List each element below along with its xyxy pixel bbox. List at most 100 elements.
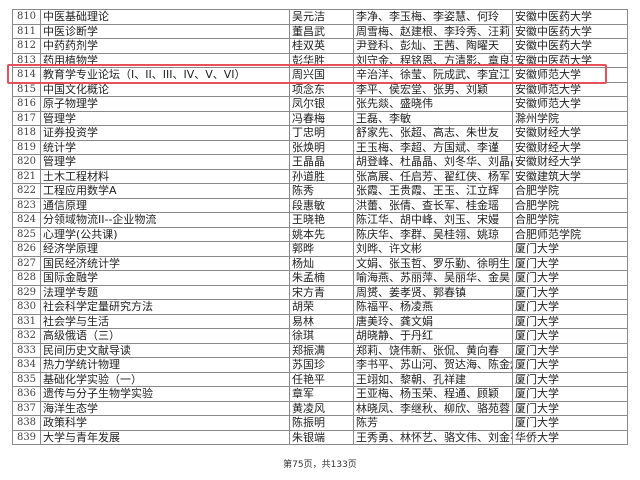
lead-teacher: 董昌武 [289,23,354,39]
university: 厦门大学 [512,371,628,387]
team-members: 李净、李玉梅、李姿慧、何玲 [353,9,513,25]
lead-teacher: 胡荣 [289,299,354,315]
university: 安徽建筑大学 [512,168,628,184]
university: 厦门大学 [512,313,628,329]
row-number: 821 [12,168,41,184]
table-row: 812 中药药剂学 桂双英 尹登科、彭灿、王茜、陶曜天 安徽中医药大学 [12,38,628,54]
table-row: 811 中医诊断学 董昌武 周雪梅、赵建根、李玲秀、汪莉 安徽中医药大学 [12,23,628,39]
row-number: 835 [12,371,41,387]
lead-teacher: 任艳平 [289,371,354,387]
university: 安徽师范大学 [512,67,628,83]
course-name: 分领域物流II--企业物流 [40,212,290,228]
university: 安徽财经大学 [512,154,628,170]
course-name: 原子物理学 [40,96,290,112]
team-members: 陈芳 [353,415,513,431]
team-members: 张先燚、盛晓伟 [353,96,513,112]
team-members: 郑莉、饶伟新、张侃、黄向春 [353,342,513,358]
lead-teacher: 桂双英 [289,38,354,54]
lead-teacher: 陈振明 [289,415,354,431]
table-row: 821 土木工程材料 孙道胜 张高展、任启芳、翟红侠、杨军 安徽建筑大学 [12,168,628,184]
university: 厦门大学 [512,270,628,286]
team-members: 尹登科、彭灿、王茜、陶曜天 [353,38,513,54]
table-row: 838 政策科学 陈振明 陈芳 厦门大学 [12,415,628,431]
university: 安徽财经大学 [512,139,628,155]
university: 安徽中医药大学 [512,52,628,68]
table-row: 839 大学与青年发展 朱银端 王秀勇、林怀艺、骆文伟、刘金花 华侨大学 [12,429,628,445]
course-name: 政策科学 [40,415,290,431]
table-row: 810 中医基础理论 吴元洁 李净、李玉梅、李姿慧、何玲 安徽中医药大学 [12,9,628,25]
table-row: 827 国民经济统计学 杨灿 文娟、张玉哲、罗乐勤、徐明生 厦门大学 [12,255,628,271]
row-number: 823 [12,197,41,213]
table-row: 835 基础化学实验（一） 任艳平 王翊如、黎朝、孔祥建 厦门大学 [12,371,628,387]
university: 滁州学院 [512,110,628,126]
row-number: 824 [12,212,41,228]
university: 厦门大学 [512,415,628,431]
row-number: 816 [12,96,41,112]
lead-teacher: 朱孟楠 [289,270,354,286]
course-name: 中医诊断学 [40,23,290,39]
row-number: 830 [12,299,41,315]
team-members: 王玉梅、李超、方国斌、李谨 [353,139,513,155]
team-members: 胡登峰、杜晶晶、刘冬华、刘晶晶 [353,154,513,170]
lead-teacher: 陈秀 [289,183,354,199]
table-row: 825 心理学(公共课) 姚本先 陈庆华、李群、吴桂翎、姚琼 合肥师范学院 [12,226,628,242]
course-name: 法理学专题 [40,284,290,300]
table-row: 824 分领域物流II--企业物流 王晓艳 陈江华、胡中峰、刘玉、宋嫚 合肥学院 [12,212,628,228]
university: 厦门大学 [512,342,628,358]
university: 华侨大学 [512,429,628,445]
row-number: 826 [12,241,41,257]
row-number: 810 [12,9,41,25]
row-number: 814 [12,67,41,83]
table-row: 819 统计学 张焕明 王玉梅、李超、方国斌、李谨 安徽财经大学 [12,139,628,155]
table-row: 830 社会科学定量研究方法 胡荣 陈福平、杨凌燕 厦门大学 [12,299,628,315]
university: 合肥学院 [512,183,628,199]
team-members: 张霞、王贵霞、王玉、江立辉 [353,183,513,199]
row-number: 834 [12,357,41,373]
team-members: 辛治洋、徐莹、阮成武、李宜江 [353,67,513,83]
row-number: 815 [12,81,41,97]
course-name: 国民经济统计学 [40,255,290,271]
row-number: 831 [12,313,41,329]
course-name: 社会科学定量研究方法 [40,299,290,315]
lead-teacher: 宋方青 [289,284,354,300]
table-row: 836 遗传与分子生物学实验 章军 王亚梅、杨玉荣、程通、顾颖 厦门大学 [12,386,628,402]
team-members: 刘守金、程铭恩、方清影、章良平 [353,52,513,68]
row-number: 832 [12,328,41,344]
lead-teacher: 易林 [289,313,354,329]
course-name: 中药药剂学 [40,38,290,54]
table-row: 834 热力学统计物理 苏国珍 李书平、苏山河、贺达海、陈金灿 厦门大学 [12,357,628,373]
course-name: 通信原理 [40,197,290,213]
course-name: 管理学 [40,154,290,170]
team-members: 陈江华、胡中峰、刘玉、宋嫚 [353,212,513,228]
table-row: 818 证券投资学 丁忠明 舒家先、张超、高志、朱世友 安徽财经大学 [12,125,628,141]
lead-teacher: 张焕明 [289,139,354,155]
team-members: 舒家先、张超、高志、朱世友 [353,125,513,141]
team-members: 喻海燕、苏丽萍、吴丽华、金昊 [353,270,513,286]
table-row: 813 药用植物学 彭华胜 刘守金、程铭恩、方清影、章良平 安徽中医药大学 [12,52,628,68]
course-name: 中国文化概论 [40,81,290,97]
lead-teacher: 段惠敏 [289,197,354,213]
university: 安徽中医药大学 [512,38,628,54]
row-number: 829 [12,284,41,300]
university: 厦门大学 [512,328,628,344]
table-row: 816 原子物理学 凤尔银 张先燚、盛晓伟 安徽师范大学 [12,96,628,112]
lead-teacher: 章军 [289,386,354,402]
row-number: 837 [12,400,41,416]
team-members: 洪蕾、张倩、查长军、桂金瑶 [353,197,513,213]
table-row: 820 管理学 王晶晶 胡登峰、杜晶晶、刘冬华、刘晶晶 安徽财经大学 [12,154,628,170]
table-row: 833 民间历史文献导读 郑振满 郑莉、饶伟新、张侃、黄向春 厦门大学 [12,342,628,358]
row-number: 833 [12,342,41,358]
team-members: 胡晓静、于丹红 [353,328,513,344]
table-row: 837 海洋生态学 黄凌风 林晓凤、李继秋、柳欣、骆苑蓉 厦门大学 [12,400,628,416]
course-name: 经济学原理 [40,241,290,257]
course-name: 民间历史文献导读 [40,342,290,358]
row-number: 812 [12,38,41,54]
row-number: 822 [12,183,41,199]
lead-teacher: 孙道胜 [289,168,354,184]
team-members: 王亚梅、杨玉荣、程通、顾颖 [353,386,513,402]
course-name: 证券投资学 [40,125,290,141]
team-members: 李书平、苏山河、贺达海、陈金灿 [353,357,513,373]
lead-teacher: 姚本先 [289,226,354,242]
table-row: 817 管理学 冯春梅 王磊、李敏 滁州学院 [12,110,628,126]
row-number: 811 [12,23,41,39]
